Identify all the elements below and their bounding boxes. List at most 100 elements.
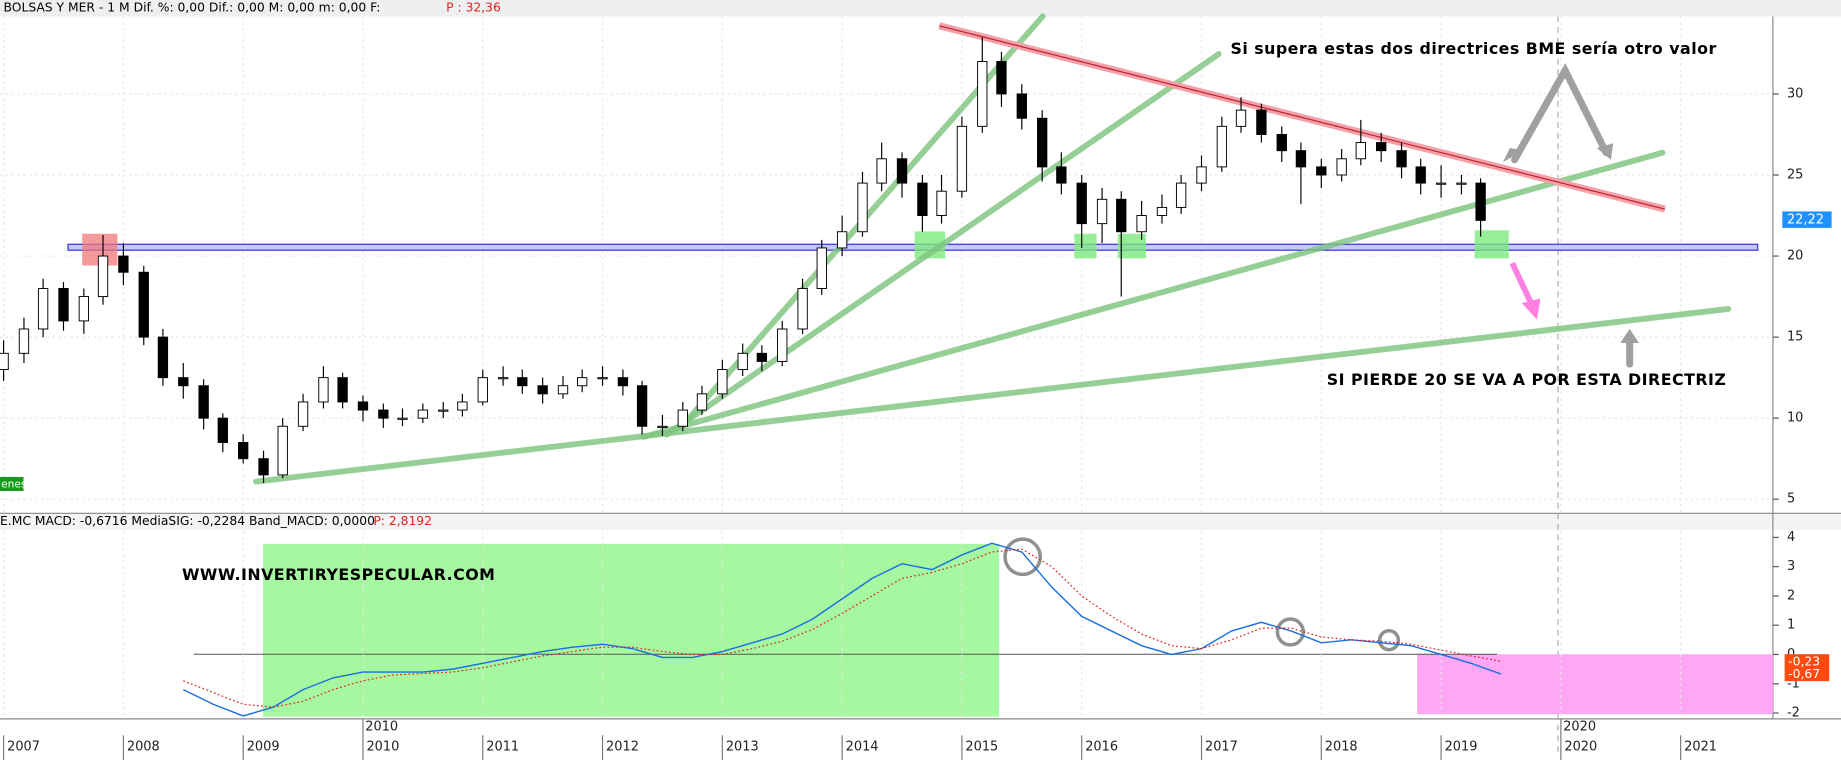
x-tick-label: 2018 (1325, 740, 1358, 755)
candle-body (277, 425, 288, 476)
arrow-head (1596, 143, 1614, 160)
candle-body (1156, 206, 1168, 216)
candle-body (178, 377, 189, 387)
candle-body (1435, 182, 1447, 185)
candle-body (198, 385, 209, 419)
candle-body (797, 288, 808, 330)
symbol-info: BOLSAS Y MER - 1 M Dif. %: 0,00 Dif.: 0,… (4, 1, 381, 15)
x-tick-label: 2019 (1445, 740, 1478, 755)
candle-body (577, 377, 588, 387)
decade-label: 2010 (365, 720, 398, 735)
candle-body (977, 61, 988, 127)
candle-body (1256, 109, 1267, 135)
candle-body (97, 255, 109, 298)
trend-line (640, 149, 1666, 440)
x-tick-label: 2014 (846, 740, 879, 755)
candle-body (936, 190, 947, 216)
arrow-head (1502, 148, 1524, 163)
trend-line (663, 51, 1222, 438)
candle-body (78, 296, 90, 322)
candle-body (318, 377, 329, 403)
candle-body (1276, 133, 1287, 152)
watermark: WWW.INVERTIRYESPECULAR.COM (182, 565, 495, 584)
candle-body (1396, 150, 1407, 168)
candle-body (617, 377, 629, 387)
candle-body (1056, 166, 1067, 184)
arrow-head (1620, 328, 1640, 343)
candle-body (917, 182, 928, 216)
candle-body (58, 288, 69, 322)
highlight-circle (1275, 617, 1306, 647)
candle-body (657, 425, 668, 428)
header-bar (0, 0, 1841, 17)
y-tick-label: 10 (1787, 411, 1803, 426)
x-tick-label: 2012 (606, 740, 639, 755)
candle-body (157, 336, 169, 379)
candle-body (636, 385, 648, 427)
macd-header-p: P: 2,8192 (373, 514, 432, 528)
candle-body (696, 393, 708, 411)
x-tick-label: 2011 (486, 740, 519, 755)
candle-body (378, 409, 389, 419)
candle-body (1376, 142, 1387, 152)
candle-body (1456, 182, 1467, 185)
last-price: 22,22 (1787, 213, 1824, 228)
candle-body (457, 401, 468, 411)
candle-body (18, 328, 30, 354)
candle-body (876, 158, 887, 184)
candle-body (297, 401, 309, 427)
candle-body (1316, 166, 1327, 176)
y-tick-label: 20 (1787, 249, 1803, 264)
x-tick-label: 2017 (1205, 740, 1238, 755)
decade-label: 2020 (1563, 720, 1596, 735)
candle-body (0, 352, 9, 370)
highlight-circle (1003, 537, 1043, 577)
x-tick-label: 2010 (366, 740, 399, 755)
candle-body (677, 409, 688, 427)
candle-body (477, 377, 488, 403)
lower-header-bar (0, 513, 1841, 530)
candle-body (438, 409, 449, 412)
x-tick-label: 2009 (247, 740, 280, 755)
price-info: P : 32,36 (446, 1, 501, 15)
trend-line (253, 305, 1732, 485)
candle-body (896, 158, 908, 184)
candle-body (1415, 166, 1426, 184)
arrow-head (1521, 298, 1541, 320)
candle-body (1336, 158, 1347, 176)
candle-body (397, 417, 408, 420)
candle-body (1295, 150, 1307, 168)
candle-body (816, 247, 827, 289)
end-label-bg (1784, 654, 1830, 669)
candle-body (217, 417, 228, 443)
candle-body (836, 231, 848, 249)
x-tick-label: 2013 (726, 740, 759, 755)
candle-body (737, 352, 748, 370)
macd-header: E.MC MACD: -0,6716 MediaSIG: -0,2284 Ban… (0, 514, 375, 528)
macd-line (183, 548, 1502, 708)
candle-body (417, 409, 429, 419)
bottom-note: SI PIERDE 20 SE VA A POR ESTA DIRECTRIZ (1327, 370, 1727, 389)
candle-body (557, 385, 569, 395)
y-tick-label: 3 (1787, 559, 1795, 574)
y-tick-label: 30 (1787, 86, 1803, 101)
candle-body (1475, 182, 1486, 221)
candle-body (1235, 109, 1247, 127)
candle-body (1216, 125, 1228, 168)
y-tick-label: 25 (1787, 167, 1803, 182)
macd-line (182, 542, 1502, 717)
candle-body (537, 385, 548, 395)
bearish-zone (1417, 654, 1773, 715)
support-box (1474, 230, 1509, 259)
candle-body (597, 377, 608, 380)
candle-body (497, 377, 509, 380)
y-tick-label: 4 (1787, 530, 1795, 545)
support-box (1074, 233, 1097, 259)
support-band (67, 243, 1759, 251)
candle-body (1076, 182, 1087, 225)
candle-body (1136, 215, 1147, 233)
candle-body (1116, 198, 1127, 233)
end-label: -0,23 (1788, 654, 1820, 668)
volume-tag-bg (0, 476, 24, 492)
